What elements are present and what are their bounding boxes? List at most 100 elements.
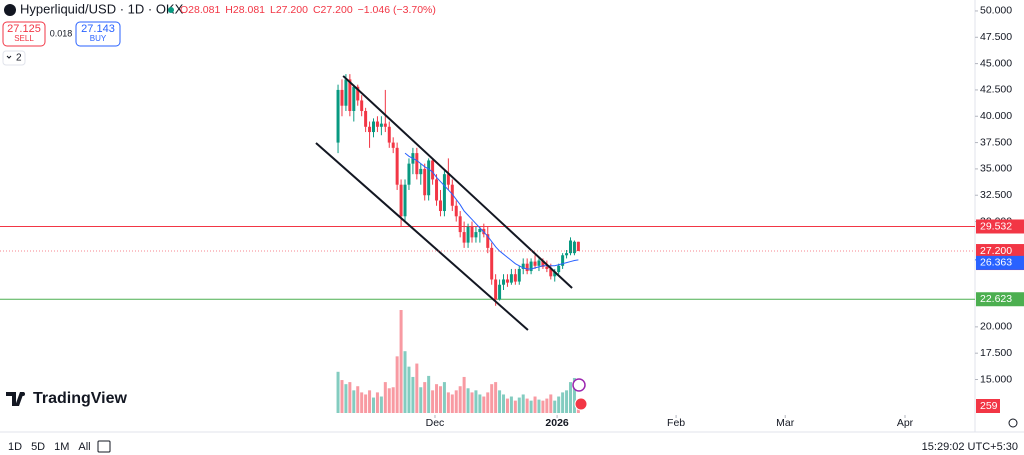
volume-bar bbox=[541, 400, 545, 413]
volume-bar bbox=[568, 382, 572, 413]
buy-price: 27.143 bbox=[81, 23, 115, 35]
level-tag-label: 22.623 bbox=[980, 293, 1012, 305]
volume-bar bbox=[498, 390, 502, 413]
volume-bar bbox=[553, 400, 557, 413]
range-button[interactable]: 5D bbox=[31, 441, 45, 453]
candle-body bbox=[399, 184, 403, 217]
volume-bar bbox=[415, 363, 419, 413]
buy-label: BUY bbox=[90, 34, 107, 43]
y-tick-label: 42.500 bbox=[980, 84, 1012, 96]
volume-bar bbox=[533, 396, 537, 413]
volume-bar bbox=[545, 398, 549, 413]
candle-body bbox=[517, 268, 521, 282]
x-tick-label: Apr bbox=[897, 417, 914, 429]
candle-body bbox=[442, 174, 446, 212]
candle-body bbox=[379, 123, 383, 127]
candle-body bbox=[529, 261, 533, 272]
candle-body bbox=[372, 121, 376, 133]
volume-bar bbox=[419, 387, 423, 413]
candle-body bbox=[505, 279, 509, 283]
clock: 15:29:02 UTC+5:30 bbox=[922, 441, 1018, 453]
volume-bar bbox=[368, 390, 372, 413]
volume-bar bbox=[356, 386, 360, 413]
candle-body bbox=[553, 272, 557, 277]
trendline bbox=[315, 142, 529, 331]
candle-body bbox=[395, 147, 399, 185]
y-tick-label: 15.000 bbox=[980, 373, 1012, 385]
settings-icon[interactable] bbox=[1008, 418, 1018, 428]
level-tag bbox=[976, 219, 1024, 234]
ohlc-value: O28.081 bbox=[180, 4, 220, 16]
candle-body bbox=[348, 79, 352, 111]
volume-bar bbox=[431, 390, 435, 413]
volume-bar bbox=[387, 388, 391, 413]
candle-body bbox=[364, 110, 368, 127]
event-icon bbox=[572, 378, 586, 392]
candle-body bbox=[521, 263, 525, 269]
y-tick-label: 40.000 bbox=[980, 110, 1012, 122]
volume-bar bbox=[462, 376, 466, 413]
indicator-toggle[interactable] bbox=[2, 50, 26, 66]
range-button[interactable]: All bbox=[78, 441, 90, 453]
volume-bar bbox=[352, 390, 356, 413]
volume-bar bbox=[466, 388, 470, 413]
volume-bar bbox=[438, 386, 442, 413]
volume-bar bbox=[336, 371, 340, 413]
volume-bar bbox=[379, 396, 383, 413]
price-tag-label: 26.363 bbox=[980, 257, 1012, 269]
range-button[interactable]: 1D bbox=[8, 441, 22, 453]
volume-bar bbox=[521, 394, 525, 413]
calendar-icon[interactable] bbox=[97, 440, 111, 453]
volume-bar bbox=[513, 400, 517, 413]
symbol-title[interactable]: Hyperliquid/USD · 1D · OKX bbox=[20, 1, 184, 16]
trendline bbox=[342, 75, 573, 289]
candle-body bbox=[368, 126, 372, 133]
volume-bar bbox=[572, 377, 576, 413]
volume-bar bbox=[509, 396, 513, 413]
sell-button[interactable] bbox=[2, 21, 46, 47]
volume-bar bbox=[435, 384, 439, 413]
x-tick-label: 2026 bbox=[545, 417, 569, 429]
price-tag-label: 27.200 bbox=[980, 245, 1012, 257]
candle-body bbox=[557, 265, 561, 273]
candle-body bbox=[340, 89, 344, 106]
volume-bar bbox=[517, 397, 521, 413]
volume-bar bbox=[494, 382, 498, 413]
volume-bar bbox=[360, 392, 364, 413]
volume-bar bbox=[442, 382, 446, 413]
level-tag bbox=[976, 292, 1024, 307]
candle-body bbox=[360, 100, 364, 111]
range-button[interactable]: 1M bbox=[54, 441, 69, 453]
market-status bbox=[168, 7, 174, 13]
level-tag-label: 29.532 bbox=[980, 220, 1012, 232]
spread: 0.018 bbox=[50, 28, 73, 38]
candle-body bbox=[478, 228, 482, 233]
candle-body bbox=[375, 121, 379, 127]
y-tick-label: 17.500 bbox=[980, 347, 1012, 359]
volume-bar bbox=[557, 396, 561, 413]
candle-body bbox=[541, 260, 545, 267]
price-tag bbox=[976, 255, 1024, 270]
candle-body bbox=[415, 153, 419, 175]
ohlc-legend: O28.081 H28.081 L27.200 C27.200 −1.046 (−3.7… bbox=[180, 4, 436, 16]
candle-body bbox=[509, 274, 513, 283]
candle-body bbox=[494, 279, 498, 300]
y-tick-label: 20.000 bbox=[980, 321, 1012, 333]
candle-body bbox=[533, 261, 537, 266]
chevron-icon bbox=[6, 55, 12, 59]
volume-bar bbox=[364, 394, 368, 413]
volume-bar bbox=[450, 394, 454, 413]
candle-body bbox=[545, 266, 549, 269]
candle-body bbox=[576, 241, 580, 252]
volume-tag-label: 259 bbox=[980, 400, 998, 412]
buy-button[interactable] bbox=[75, 21, 121, 47]
y-tick-label: 35.000 bbox=[980, 163, 1012, 175]
ohlc-value: H28.081 bbox=[225, 4, 265, 16]
logo-icon bbox=[6, 392, 24, 406]
ohlc-value: −1.046 (−3.70%) bbox=[358, 4, 436, 16]
logo-icon-dot bbox=[21, 392, 25, 396]
candle-body bbox=[513, 274, 517, 282]
volume-bar bbox=[372, 397, 376, 413]
y-tick-label: 45.000 bbox=[980, 57, 1012, 69]
